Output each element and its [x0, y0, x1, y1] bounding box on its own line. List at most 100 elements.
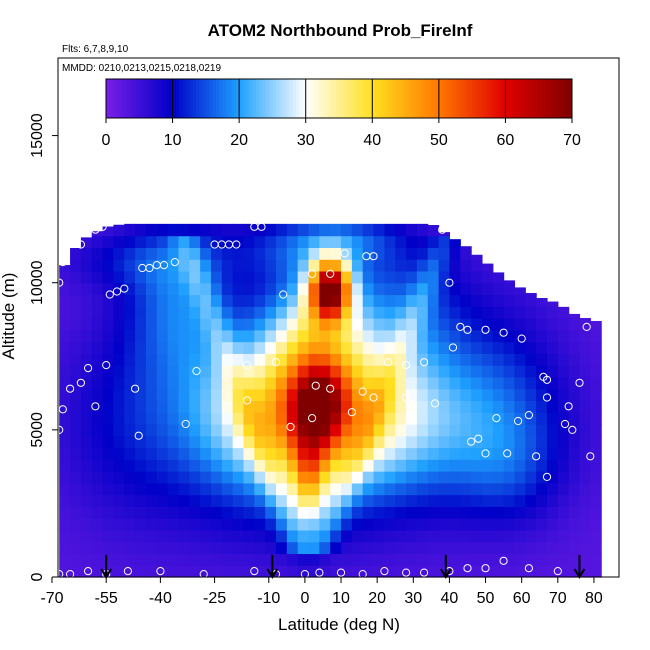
heatmap-cell	[91, 365, 104, 378]
heatmap-cell	[232, 259, 245, 272]
colorbar-swatch	[435, 79, 440, 118]
heatmap-cell	[590, 376, 602, 390]
heatmap-cell	[91, 306, 104, 319]
heatmap-cell	[427, 365, 440, 378]
heatmap-cell	[178, 435, 190, 449]
heatmap-cell	[471, 471, 483, 484]
heatmap-cell	[59, 318, 71, 331]
heatmap-cell	[59, 294, 71, 307]
heatmap-cell	[557, 435, 570, 449]
heatmap-cell	[189, 459, 201, 472]
heatmap-cell	[373, 471, 385, 484]
heatmap-cell	[568, 423, 581, 437]
heatmap-cell	[373, 223, 385, 237]
observation-point	[91, 225, 100, 234]
heatmap-cell	[449, 353, 461, 366]
heatmap-cell	[189, 376, 201, 390]
heatmap-cell	[189, 388, 201, 402]
heatmap-cell	[200, 259, 212, 272]
heatmap-cell	[189, 423, 201, 437]
heatmap-cell	[514, 365, 526, 378]
colorbar-swatch	[535, 79, 540, 118]
heatmap-cell	[330, 541, 342, 555]
heatmap-cell	[286, 270, 299, 284]
heatmap-cell	[406, 400, 418, 413]
heatmap-cell	[503, 412, 516, 425]
heatmap-cell	[536, 376, 548, 390]
heatmap-cell	[145, 471, 158, 484]
colorbar-swatch	[475, 79, 480, 118]
heatmap-cell	[536, 565, 548, 578]
heatmap-cell	[546, 341, 559, 354]
heatmap-cell	[373, 270, 385, 284]
heatmap-cell	[362, 235, 375, 248]
heatmap-cell	[276, 223, 288, 237]
heatmap-cell	[395, 341, 407, 354]
heatmap-layer	[59, 223, 602, 578]
heatmap-cell	[416, 400, 429, 413]
heatmap-cell	[297, 341, 310, 354]
observation-point	[112, 287, 122, 296]
heatmap-cell	[70, 423, 82, 437]
heatmap-cell	[145, 353, 158, 366]
heatmap-cell	[525, 506, 537, 519]
heatmap-cell	[91, 541, 104, 555]
observation-point	[232, 240, 241, 249]
heatmap-cell	[351, 294, 364, 307]
x-tick-label: -70	[40, 590, 63, 607]
heatmap-cell	[590, 518, 602, 531]
heatmap-cell	[406, 259, 418, 272]
heatmap-cell	[449, 259, 461, 272]
heatmap-cell	[362, 400, 375, 413]
heatmap-cell	[427, 329, 440, 343]
heatmap-cell	[210, 494, 223, 507]
heatmap-cell	[330, 223, 342, 237]
colorbar-swatch	[445, 79, 450, 118]
heatmap-cell	[341, 388, 353, 402]
heatmap-cell	[341, 565, 353, 578]
heatmap-cell	[525, 494, 537, 507]
heatmap-cell	[341, 400, 353, 413]
heatmap-cell	[167, 247, 180, 260]
observation-point	[503, 228, 512, 237]
colorbar-swatch	[299, 79, 303, 118]
heatmap-cell	[254, 247, 266, 260]
colorbar-swatch	[172, 79, 177, 118]
colorbar-swatch	[319, 79, 323, 118]
heatmap-cell	[189, 529, 201, 543]
heatmap-cell	[265, 541, 277, 555]
x-tick-label: 10	[332, 590, 350, 607]
heatmap-cell	[297, 270, 310, 284]
heatmap-cell	[156, 259, 169, 272]
heatmap-cell	[276, 565, 288, 578]
heatmap-cell	[91, 282, 104, 296]
observation-point	[243, 396, 252, 405]
heatmap-cell	[395, 494, 407, 507]
heatmap-cell	[124, 423, 136, 437]
colorbar-swatch	[462, 79, 466, 118]
heatmap-cell	[91, 506, 104, 519]
heatmap-cell	[276, 412, 288, 425]
heatmap-cell	[254, 341, 266, 354]
heatmap-cell	[286, 282, 299, 296]
heatmap-cell	[243, 412, 255, 425]
heatmap-cell	[189, 306, 201, 319]
heatmap-cell	[135, 306, 147, 319]
observation-point	[192, 366, 201, 376]
heatmap-cell	[590, 565, 602, 578]
colorbar-swatch	[159, 79, 164, 118]
heatmap-cell	[232, 353, 245, 366]
heatmap-cell	[243, 235, 255, 248]
heatmap-cell	[210, 423, 223, 437]
heatmap-cell	[481, 306, 494, 319]
heatmap-cell	[341, 518, 353, 531]
heatmap-cell	[319, 459, 331, 472]
heatmap-cell	[221, 529, 234, 543]
heatmap-cell	[210, 447, 223, 460]
heatmap-cell	[492, 388, 505, 402]
heatmap-cell	[232, 365, 245, 378]
heatmap-cell	[492, 565, 505, 578]
heatmap-cell	[80, 553, 93, 566]
heatmap-cell	[384, 235, 396, 248]
observation-point	[250, 567, 259, 576]
